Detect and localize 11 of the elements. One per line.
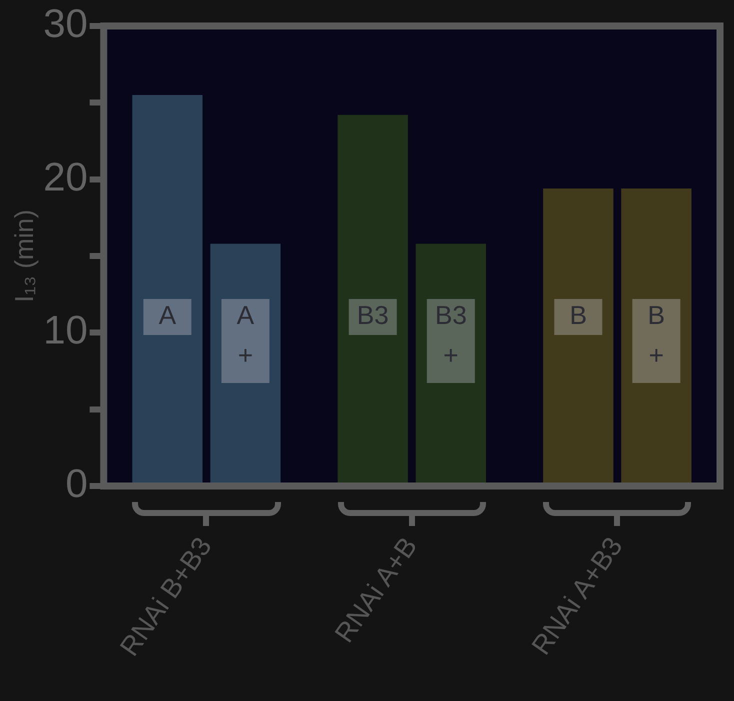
annotation: B + — [648, 300, 665, 370]
y-tick-label: 30 — [43, 2, 88, 46]
y-tick-label: 0 — [65, 462, 88, 506]
y-tick-label: 20 — [43, 155, 88, 200]
annotation: A + — [236, 300, 255, 370]
y-tick-label: 10 — [43, 308, 88, 353]
annotation: A — [158, 300, 177, 330]
annotation: B — [570, 300, 587, 330]
annotation: B3 — [356, 300, 389, 330]
y-axis-title: I₁₃ (min) — [8, 209, 39, 302]
annotation: B3 + — [434, 300, 467, 370]
